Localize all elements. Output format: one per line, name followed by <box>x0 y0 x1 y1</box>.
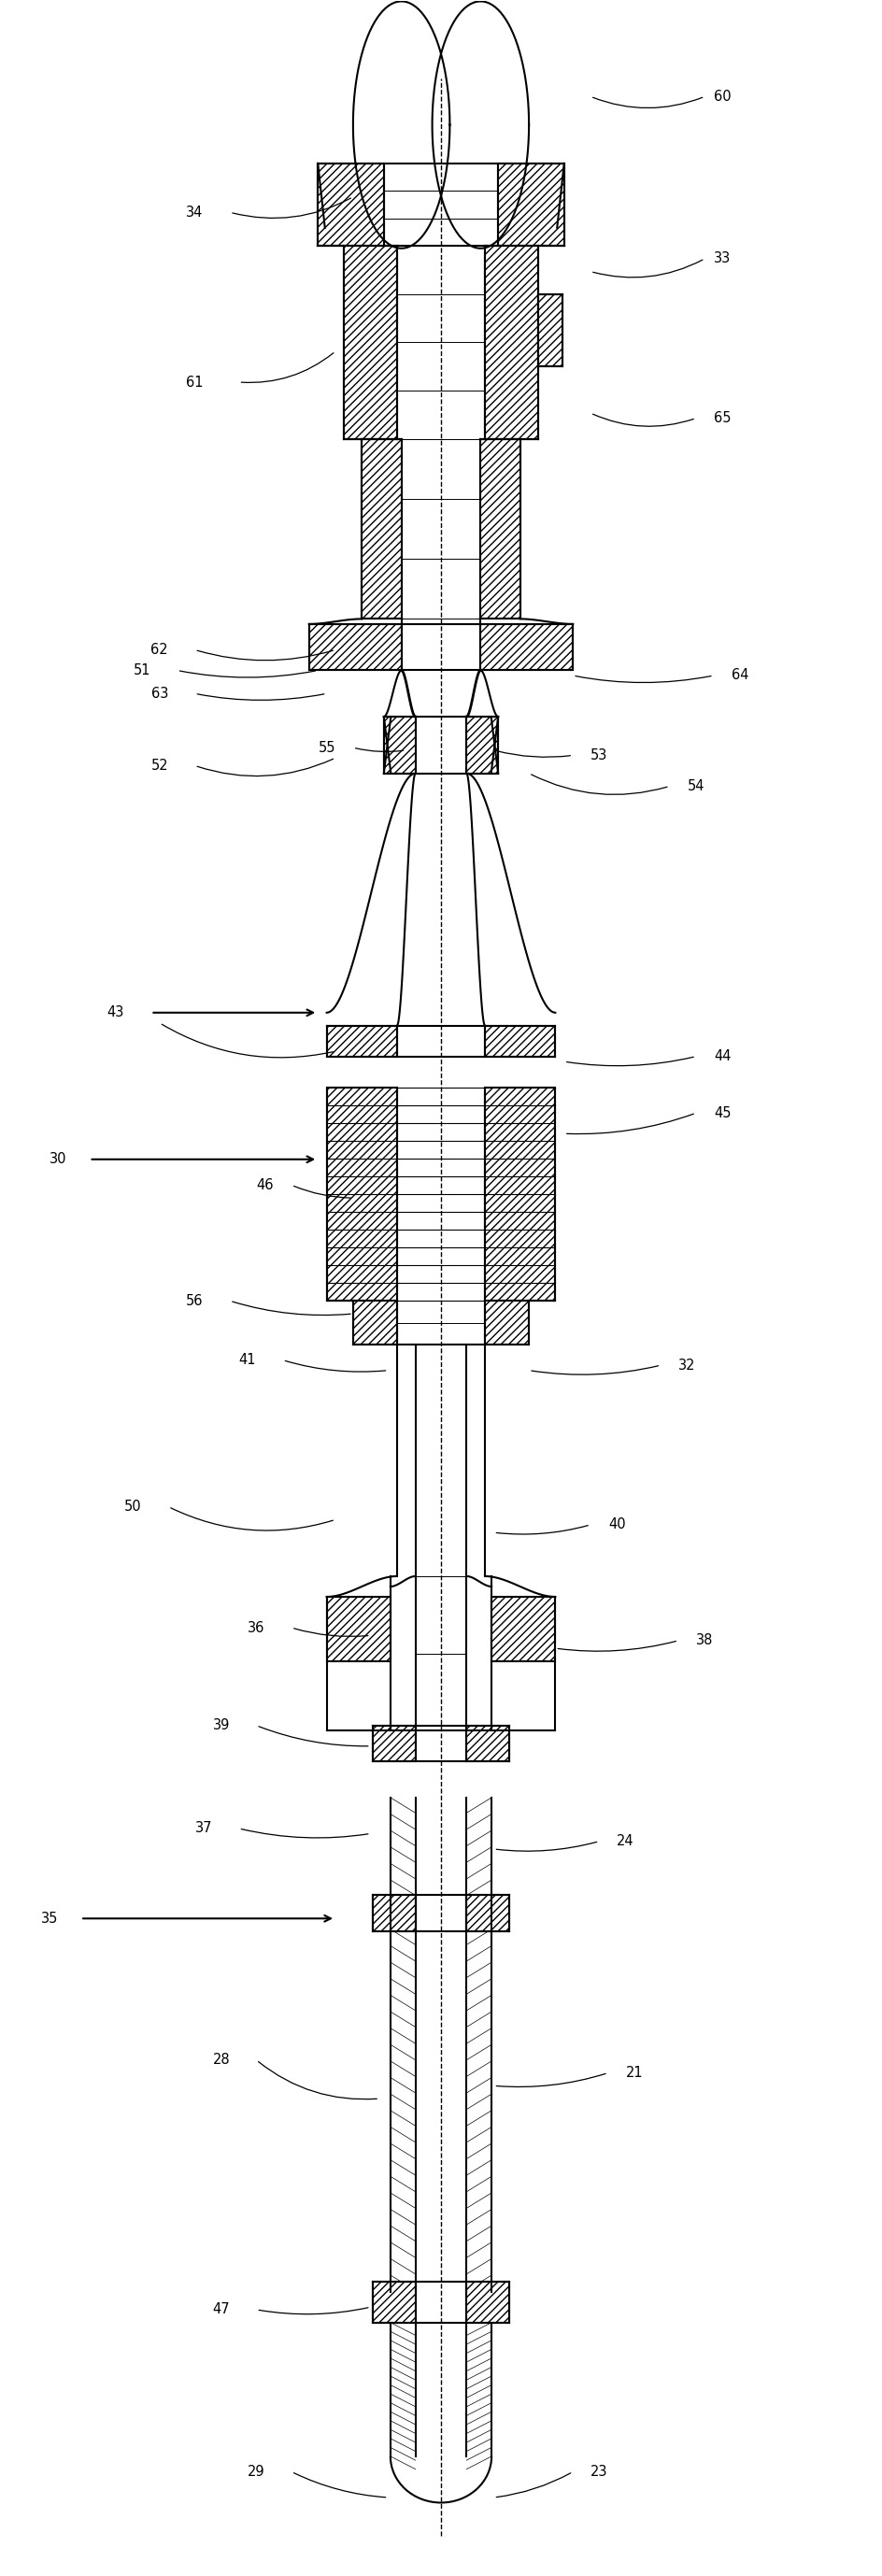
Bar <box>353 1301 397 1345</box>
Bar <box>485 1025 556 1056</box>
Text: 21: 21 <box>625 2066 643 2079</box>
Text: 56: 56 <box>186 1293 204 1309</box>
Bar <box>384 716 415 773</box>
Text: 41: 41 <box>239 1352 256 1368</box>
Text: 29: 29 <box>248 2465 265 2478</box>
Text: 55: 55 <box>318 739 335 755</box>
Text: 64: 64 <box>731 670 749 683</box>
Bar <box>485 245 538 438</box>
Text: 44: 44 <box>714 1048 731 1064</box>
Text: 61: 61 <box>186 376 204 389</box>
Text: 28: 28 <box>213 2053 230 2066</box>
Bar <box>467 2282 509 2324</box>
Text: 65: 65 <box>714 412 731 425</box>
Text: 46: 46 <box>257 1177 273 1193</box>
Text: 50: 50 <box>124 1499 142 1515</box>
Bar <box>467 1726 509 1762</box>
Text: 54: 54 <box>687 778 705 793</box>
Text: 33: 33 <box>714 252 731 265</box>
Bar <box>362 438 401 618</box>
Text: 24: 24 <box>617 1834 634 1850</box>
Bar <box>485 1087 556 1301</box>
Text: 51: 51 <box>133 665 151 677</box>
Bar <box>481 623 573 670</box>
Text: 35: 35 <box>41 1911 58 1924</box>
Bar <box>373 1896 415 1932</box>
Text: 23: 23 <box>591 2465 608 2478</box>
Bar <box>491 1597 556 1662</box>
Text: 63: 63 <box>151 688 168 701</box>
Text: 38: 38 <box>696 1633 714 1649</box>
Bar <box>309 623 401 670</box>
Bar <box>373 2282 415 2324</box>
Bar <box>481 438 520 618</box>
Bar <box>538 294 563 366</box>
Bar <box>467 1896 509 1932</box>
Text: 47: 47 <box>213 2303 230 2316</box>
Bar <box>485 1301 529 1345</box>
Bar <box>326 1087 397 1301</box>
Text: 45: 45 <box>714 1105 731 1121</box>
Bar <box>318 162 384 245</box>
Text: 39: 39 <box>213 1718 229 1734</box>
Text: 34: 34 <box>186 206 204 219</box>
Bar <box>326 1025 397 1056</box>
Text: 53: 53 <box>591 747 608 762</box>
Text: 62: 62 <box>151 644 168 657</box>
Text: 60: 60 <box>714 90 731 103</box>
Bar <box>344 245 397 438</box>
Text: 37: 37 <box>195 1821 213 1837</box>
Text: 36: 36 <box>248 1620 265 1636</box>
Text: 43: 43 <box>107 1005 124 1020</box>
Text: 30: 30 <box>49 1151 67 1167</box>
Text: 32: 32 <box>678 1358 696 1373</box>
Bar <box>467 716 498 773</box>
Text: 52: 52 <box>151 757 168 773</box>
Bar <box>498 162 564 245</box>
Bar <box>326 1597 391 1662</box>
Text: 40: 40 <box>609 1517 625 1533</box>
Bar <box>373 1726 415 1762</box>
